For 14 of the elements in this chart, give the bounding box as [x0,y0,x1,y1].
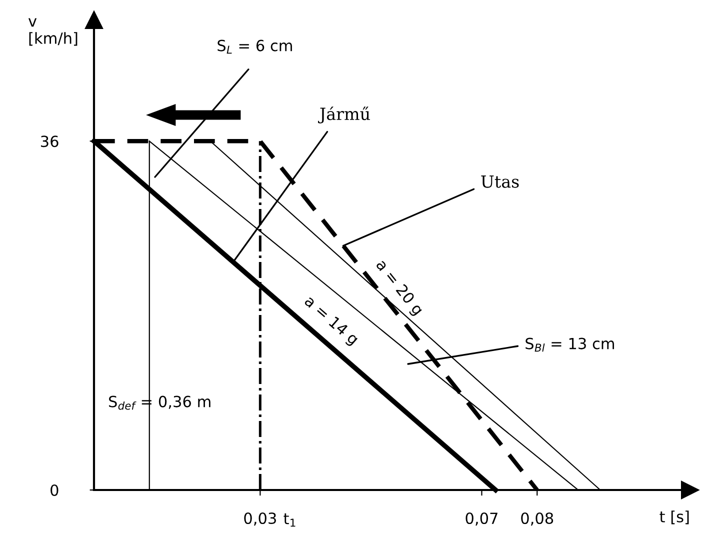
x-tick-label: 0,08 [521,512,554,526]
annotation: a = 20 g [373,258,424,318]
annotation: Utas [481,175,519,188]
x-tick-label: 0,07 [466,512,498,526]
annotation: S$_{Bl}$ = 13 cm [526,338,614,352]
text: t$_{1}$ [284,513,296,527]
x-axis-title: t [s] [660,510,689,524]
annotation: a = 14 g [302,294,360,348]
annotation: S$_{L}$ = 6 cm [218,40,292,54]
y-axis-title: v [km/h] [28,18,78,46]
annotation: Jármű [318,106,370,124]
x-tick-label: 0,03 [244,512,276,526]
y-tick-label: 36 [41,136,58,148]
y-tick-label: 0 [50,484,58,496]
